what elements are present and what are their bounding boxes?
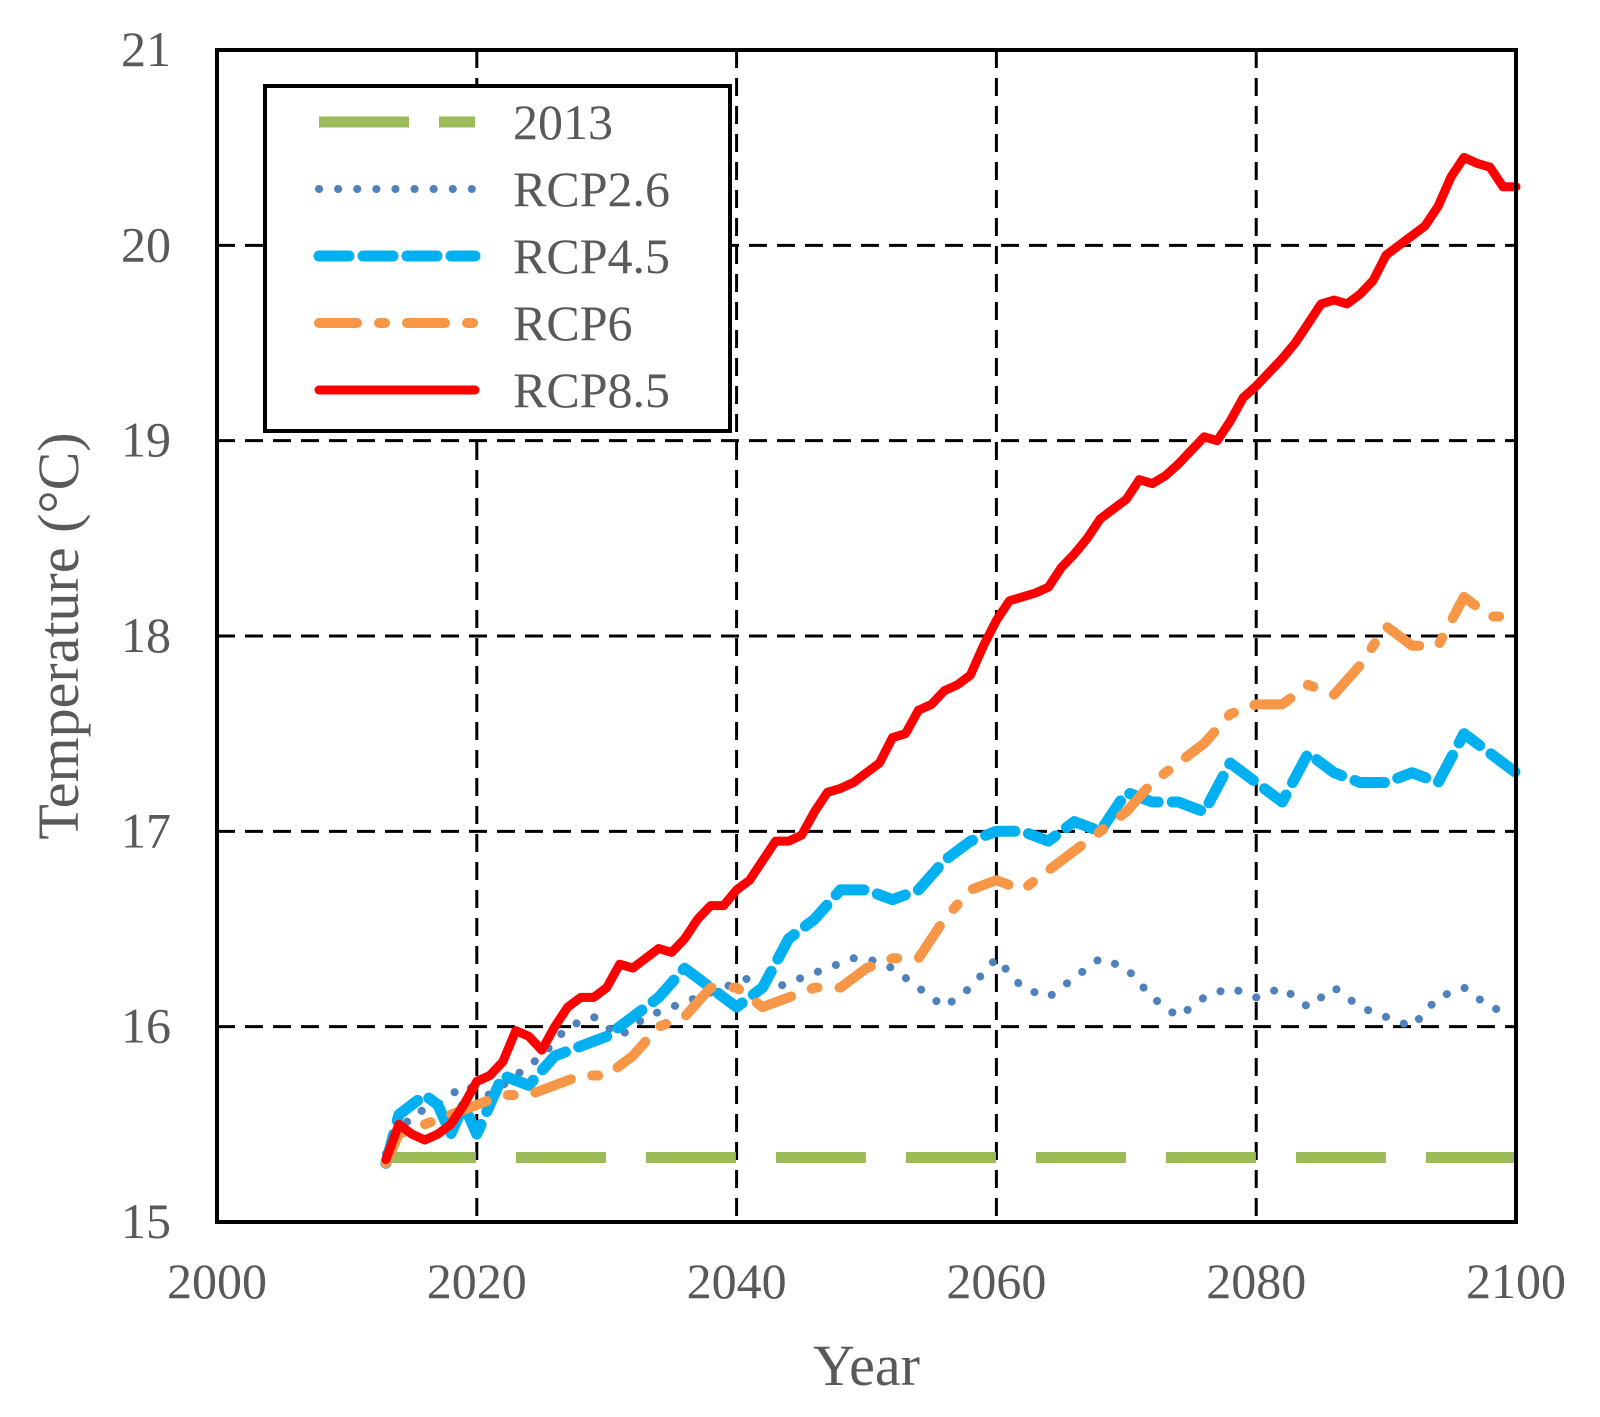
legend-label: RCP6 <box>513 295 633 351</box>
y-tick-label: 17 <box>121 802 171 858</box>
x-axis-title: Year <box>813 1333 920 1398</box>
series-line-rcp4-5 <box>380 728 1522 1169</box>
y-tick-labels: 15 16 17 18 19 20 21 <box>121 21 171 1249</box>
x-tick-label: 2060 <box>946 1253 1046 1309</box>
x-tick-label: 2080 <box>1206 1253 1306 1309</box>
plot-frame <box>215 48 1518 1224</box>
x-tick-label: 2000 <box>167 1253 267 1309</box>
grid <box>217 50 1516 1222</box>
y-tick-label: 16 <box>121 998 171 1054</box>
x-tick-label: 2100 <box>1466 1253 1566 1309</box>
y-tick-label: 21 <box>121 21 171 77</box>
legend-label: RCP2.6 <box>513 161 670 217</box>
y-tick-label: 18 <box>121 607 171 663</box>
y-tick-label: 15 <box>121 1193 171 1249</box>
legend-label: 2013 <box>513 94 613 150</box>
legend-label: RCP8.5 <box>513 362 670 418</box>
y-tick-label: 19 <box>121 412 171 468</box>
series-line-rcp8-5 <box>381 152 1521 1164</box>
series-line-rcp2-6 <box>381 954 1507 1158</box>
x-tick-labels: 2000 2020 2040 2060 2080 2100 <box>167 1253 1566 1309</box>
x-tick-label: 2020 <box>427 1253 527 1309</box>
series-layer <box>380 152 1522 1169</box>
y-tick-label: 20 <box>121 216 171 272</box>
x-tick-label: 2040 <box>687 1253 787 1309</box>
y-axis-title: Temperature (°C) <box>26 432 91 839</box>
series-line-rcp6 <box>380 591 1508 1169</box>
legend-label: RCP4.5 <box>513 228 670 284</box>
legend: 2013 RCP2.6 RCP4.5 RCP6 RCP8.5 <box>263 84 732 433</box>
